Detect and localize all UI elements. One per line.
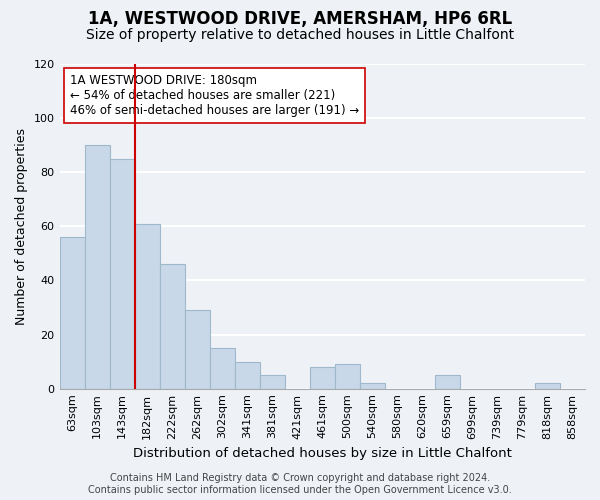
Y-axis label: Number of detached properties: Number of detached properties — [15, 128, 28, 325]
Bar — [160, 264, 185, 388]
Bar — [185, 310, 209, 388]
Bar — [360, 384, 385, 388]
Text: 1A, WESTWOOD DRIVE, AMERSHAM, HP6 6RL: 1A, WESTWOOD DRIVE, AMERSHAM, HP6 6RL — [88, 10, 512, 28]
Bar — [134, 224, 160, 388]
Bar — [435, 375, 460, 388]
Bar — [260, 375, 285, 388]
Text: Contains HM Land Registry data © Crown copyright and database right 2024.
Contai: Contains HM Land Registry data © Crown c… — [88, 474, 512, 495]
Bar — [235, 362, 260, 388]
X-axis label: Distribution of detached houses by size in Little Chalfont: Distribution of detached houses by size … — [133, 447, 512, 460]
Text: Size of property relative to detached houses in Little Chalfont: Size of property relative to detached ho… — [86, 28, 514, 42]
Text: 1A WESTWOOD DRIVE: 180sqm
← 54% of detached houses are smaller (221)
46% of semi: 1A WESTWOOD DRIVE: 180sqm ← 54% of detac… — [70, 74, 359, 116]
Bar — [59, 237, 85, 388]
Bar — [209, 348, 235, 389]
Bar — [535, 384, 560, 388]
Bar — [310, 367, 335, 388]
Bar — [85, 145, 110, 388]
Bar — [110, 158, 134, 388]
Bar — [335, 364, 360, 388]
